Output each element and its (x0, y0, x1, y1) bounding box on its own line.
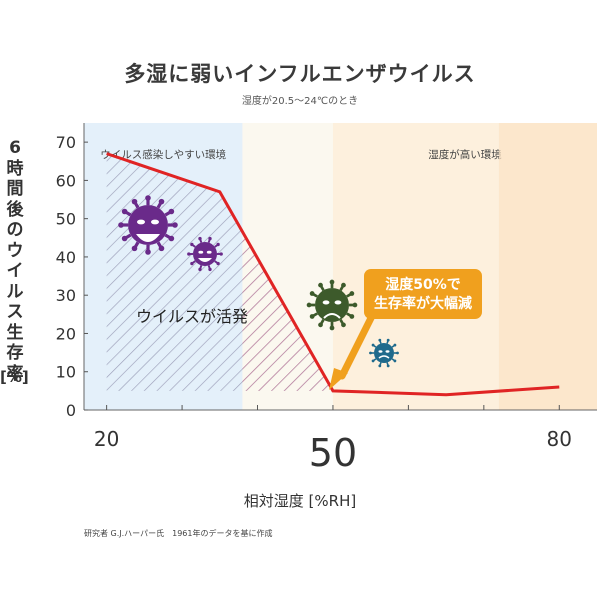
callout-box (364, 269, 482, 319)
x-tick-label: 20 (94, 427, 119, 451)
y-tick-label: 10 (56, 363, 76, 382)
chart-subtitle: 湿度が20.5〜24℃のとき (241, 96, 359, 107)
x-tick-label: 80 (547, 427, 572, 451)
virus-purple-large-icon (118, 195, 178, 255)
chart-title: 多湿に弱いインフルエンザウイルス (124, 62, 476, 86)
y-tick-label: 20 (56, 324, 76, 343)
y-tick-label: 60 (56, 171, 76, 190)
callout-arrow-shaft (338, 312, 376, 380)
x-tick-label: 50 (309, 431, 357, 475)
y-tick-label: 50 (56, 210, 76, 229)
y-axis-label: 6時間後のウイルス生存率 (6, 138, 24, 384)
virus-blue-icon (369, 338, 399, 368)
callout-line-1: 生存率が大幅減 (374, 295, 472, 312)
y-axis-unit: [%] (0, 368, 29, 386)
callout-line-0: 湿度50%で (385, 276, 461, 293)
y-tick-label: 30 (56, 286, 76, 305)
region-label-1: 湿度が高い環境 (428, 148, 502, 161)
y-tick-label: 70 (56, 133, 76, 152)
y-tick-label: 0 (66, 401, 76, 420)
region-label-0: ウイルス感染しやすい環境 (100, 148, 226, 161)
callout-arrow-head (329, 368, 348, 390)
virus-green-icon (306, 279, 358, 331)
virus-purple-small-icon (187, 236, 223, 272)
footnote: 研究者 G.J.ハーパー氏 1961年のデータを基に作成 (84, 529, 273, 538)
series-line (106, 152, 560, 397)
active-label: ウイルスが活発 (136, 307, 248, 326)
region-high-band (498, 123, 597, 410)
y-tick-label: 40 (56, 248, 76, 267)
x-axis-label: 相対湿度 [%RH] (243, 492, 357, 510)
